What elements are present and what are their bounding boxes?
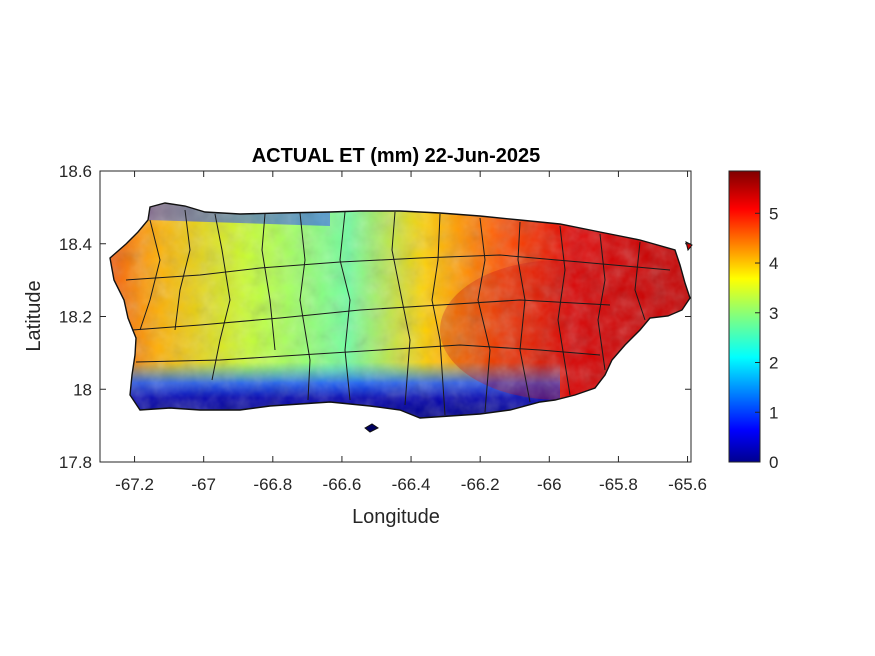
small-island (364, 423, 379, 433)
x-tick-label: -65.8 (599, 475, 638, 494)
x-tick-label: -66.4 (392, 475, 431, 494)
y-axis: 17.8 18 18.2 18.4 18.6 (59, 162, 691, 472)
colorbar-tick-label: 1 (769, 403, 778, 422)
y-tick-label: 18 (73, 380, 92, 399)
y-tick-label: 18.2 (59, 308, 92, 327)
x-tick-label: -67.2 (115, 475, 154, 494)
municipality-boundaries (125, 209, 671, 416)
colorbar-ticks: 0 1 2 3 4 5 (755, 204, 778, 472)
x-tick-label: -65.6 (668, 475, 707, 494)
colorbar-tick-label: 0 (769, 453, 778, 472)
x-tick-label: -67 (191, 475, 216, 494)
x-axis: -67.2 -67 -66.8 -66.6 -66.4 -66.2 -66 -65.8 -65.… (115, 171, 707, 494)
chart-title: ACTUAL ET (mm) 22-Jun-2025 (252, 145, 541, 167)
y-tick-label: 17.8 (59, 453, 92, 472)
x-tick-label: -66 (537, 475, 562, 494)
colorbar (728, 170, 761, 463)
colorbar-tick-label: 5 (769, 204, 778, 223)
x-tick-label: -66.8 (253, 475, 292, 494)
colorbar-tick-label: 2 (769, 354, 778, 373)
y-axis-label: Latitude (23, 280, 45, 351)
colorbar-tick-label: 4 (769, 254, 778, 273)
x-axis-label: Longitude (352, 506, 440, 528)
x-tick-label: -66.6 (323, 475, 362, 494)
y-tick-label: 18.6 (59, 162, 92, 181)
y-tick-label: 18.4 (59, 235, 92, 254)
x-tick-label: -66.2 (461, 475, 500, 494)
coastline (109, 202, 691, 419)
colorbar-tick-label: 3 (769, 304, 778, 323)
